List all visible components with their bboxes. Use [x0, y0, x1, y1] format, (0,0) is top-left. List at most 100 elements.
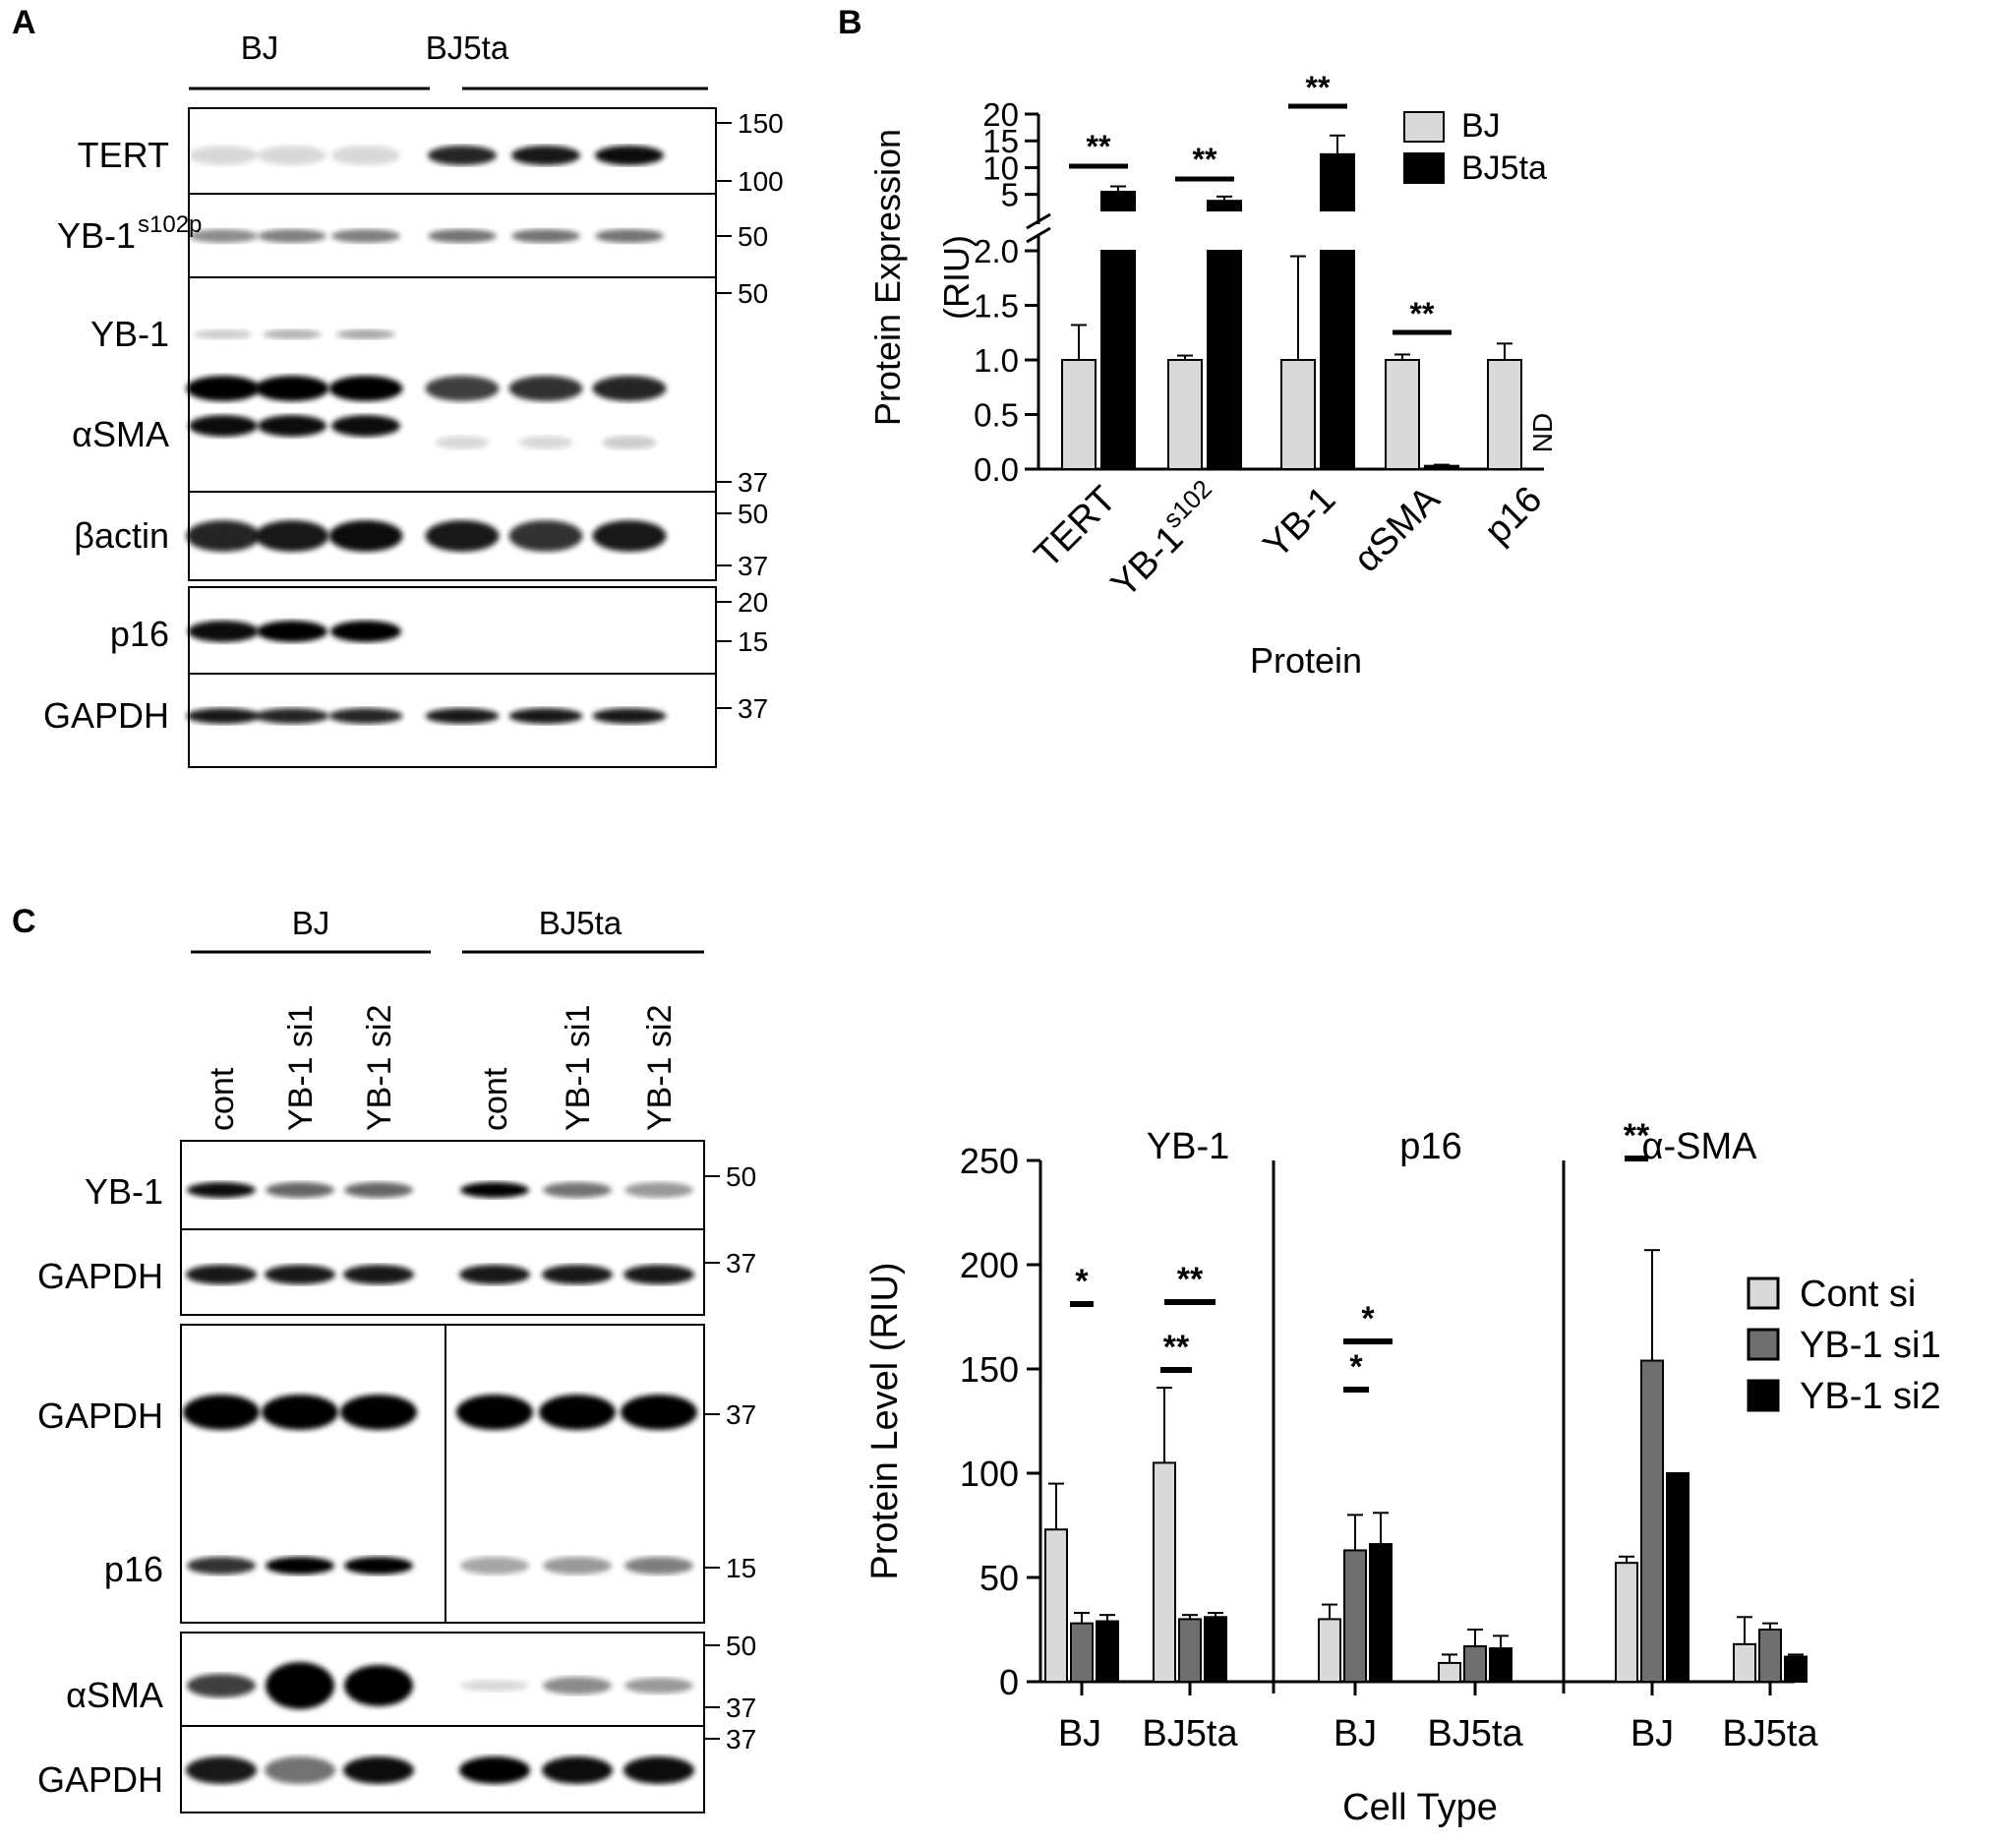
- legend-label: YB-1 si2: [1800, 1376, 1941, 1417]
- asma-strong-band: [331, 415, 400, 437]
- significance-marker: **: [1177, 1261, 1204, 1298]
- tert-band: [331, 146, 400, 165]
- yb1-p-band: [258, 229, 326, 243]
- tert-band: [258, 146, 326, 165]
- x-tick-label: YB-1s102: [1098, 474, 1230, 606]
- gapdh-band: [328, 708, 403, 724]
- panel-letter: A: [12, 4, 36, 41]
- actin-band: [186, 520, 261, 552]
- row-label: GAPDH: [37, 1759, 163, 1800]
- tert-band: [189, 146, 258, 165]
- y-tick-label: 15: [982, 123, 1019, 159]
- y-tick-label: 20: [982, 96, 1019, 133]
- yb1-upper-band: [263, 329, 322, 339]
- blot-frame: [180, 1140, 705, 1316]
- panel-c: C BJ BJ5ta cont YB-1 si1 YB-1 si2 cont YB-1 si1…: [12, 903, 756, 1813]
- x-tick-label: BJ5ta: [1722, 1713, 1818, 1754]
- bar: [1207, 200, 1242, 211]
- bar: [1489, 1647, 1512, 1683]
- blot-frame: [188, 586, 717, 768]
- group-label: BJ5ta: [539, 905, 623, 941]
- p16-band: [257, 621, 327, 642]
- mw-marker: 15: [738, 626, 768, 657]
- y-tick-label: 2.0: [974, 233, 1019, 269]
- x-tick-label: BJ: [1631, 1713, 1674, 1754]
- bar: [1100, 250, 1136, 470]
- row-label: YB-1: [90, 314, 169, 354]
- yb1-band: [425, 376, 500, 401]
- y-tick-label: 1.0: [974, 342, 1019, 379]
- mw-marker: 37: [726, 1724, 756, 1754]
- bar: [1640, 1359, 1664, 1684]
- p16-band: [330, 621, 401, 642]
- x-tick-label-text: p16: [1477, 479, 1551, 553]
- p16-band: [543, 1557, 612, 1575]
- gapdh-band: [592, 708, 667, 724]
- legend-swatch: [1747, 1328, 1780, 1361]
- row-label: GAPDH: [37, 1396, 163, 1436]
- bar: [1385, 359, 1420, 470]
- yb1-band: [328, 376, 403, 401]
- row-label: αSMA: [72, 414, 169, 454]
- row-label: TERT: [78, 135, 169, 175]
- gapdh-band: [621, 1395, 697, 1430]
- row-label: p16: [110, 614, 169, 654]
- asma-band: [518, 436, 573, 449]
- facet-title: YB-1: [1147, 1126, 1229, 1167]
- gapdh-band: [262, 1395, 338, 1430]
- lane-label: YB-1 si2: [641, 1005, 679, 1132]
- significance-marker: **: [1624, 1117, 1650, 1155]
- yb1-band: [508, 376, 583, 401]
- x-tick-label: BJ5ta: [1142, 1713, 1238, 1754]
- y-tick-label: 10: [982, 149, 1019, 186]
- mw-marker: 50: [726, 1161, 756, 1192]
- legend-label: BJ5ta: [1461, 149, 1547, 187]
- mw-marker: 100: [738, 166, 784, 197]
- yb1-p-band: [331, 229, 400, 243]
- gapdh-band: [542, 1265, 613, 1284]
- legend-label: Cont si: [1800, 1274, 1916, 1315]
- bar: [1207, 250, 1242, 470]
- legend-label: BJ: [1461, 107, 1501, 145]
- yb1-band: [266, 1182, 334, 1198]
- p16-band: [187, 1557, 256, 1575]
- bar: [1153, 1461, 1176, 1684]
- bar: [1204, 1616, 1227, 1684]
- p16-band: [344, 1557, 413, 1575]
- p16-band: [460, 1557, 529, 1575]
- row-label-superscript: s102p: [138, 211, 202, 238]
- yb1-band: [624, 1182, 693, 1198]
- bar: [1167, 359, 1203, 470]
- not-detected-label: ND: [1527, 413, 1558, 452]
- gapdh-band: [623, 1756, 694, 1784]
- lane-label: YB-1 si2: [361, 1005, 398, 1132]
- yb1-band: [255, 376, 329, 401]
- asma-band: [435, 436, 490, 449]
- asma-band: [344, 1665, 413, 1706]
- bar: [1178, 1618, 1202, 1684]
- yb1-upper-band: [336, 329, 395, 339]
- significance-marker: *: [1075, 1263, 1089, 1300]
- bar: [1784, 1655, 1808, 1684]
- yb1-band: [460, 1182, 529, 1198]
- legend-swatch: [1747, 1379, 1780, 1412]
- tert-band: [511, 146, 580, 165]
- lane-label: YB-1 si1: [560, 1005, 597, 1132]
- blot-frame: [188, 107, 717, 581]
- blot-frame: [180, 1632, 705, 1813]
- significance-marker: *: [1349, 1348, 1363, 1386]
- y-tick-label: 250: [960, 1141, 1019, 1181]
- asma-strong-band: [258, 415, 326, 437]
- bar: [1487, 359, 1522, 470]
- facet-title: p16: [1399, 1126, 1461, 1167]
- yb1-upper-band: [194, 329, 253, 339]
- gapdh-band: [343, 1756, 414, 1784]
- bar: [1438, 1661, 1461, 1684]
- y-tick-label: 150: [960, 1349, 1019, 1390]
- mw-marker: 50: [738, 221, 768, 252]
- x-tick-label-text: αSMA: [1346, 478, 1449, 580]
- x-axis-label: Cell Type: [1342, 1787, 1498, 1828]
- gapdh-band: [456, 1395, 533, 1430]
- x-tick-label: p16: [1477, 479, 1551, 553]
